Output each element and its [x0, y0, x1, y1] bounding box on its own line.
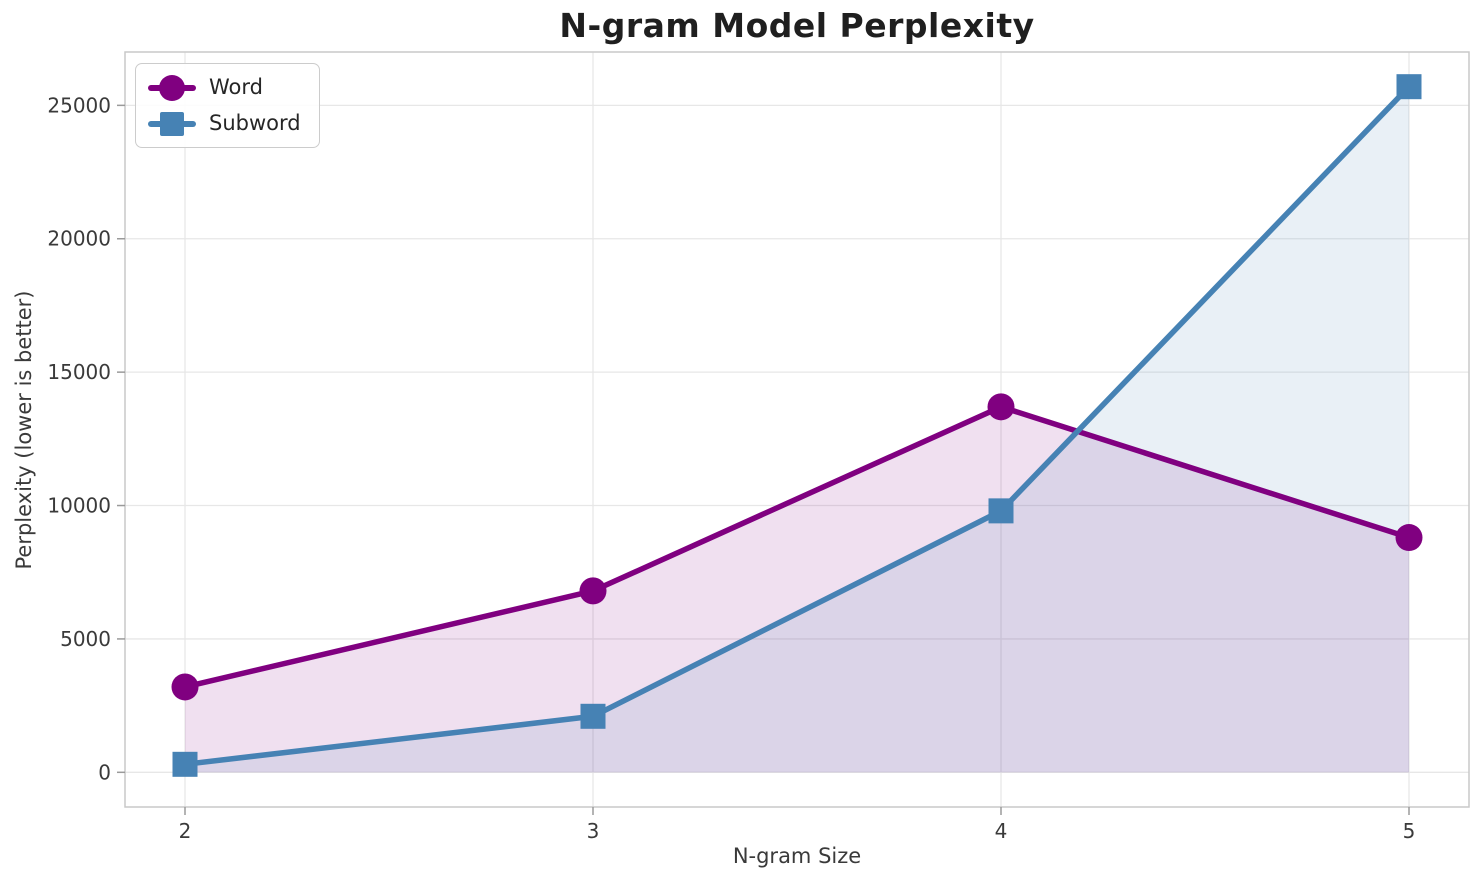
series-subword-fill	[185, 86, 1409, 773]
word-series-marker-icon	[148, 72, 196, 103]
legend-label-word: Word	[209, 75, 263, 99]
chart-title: N-gram Model Perplexity	[559, 6, 1035, 45]
series-subword-line	[182, 83, 1412, 768]
y-tick-label: 25000	[47, 93, 111, 117]
plot-border	[124, 51, 1470, 808]
series-word-line	[182, 404, 1412, 690]
data-point-subword-3	[580, 703, 606, 729]
data-point-word-3	[579, 577, 607, 605]
legend-item-word: Word	[148, 72, 301, 103]
y-axis-label: Perplexity (lower is better)	[12, 290, 36, 570]
data-point-subword-4	[988, 498, 1014, 524]
x-tick-label: 4	[995, 819, 1008, 843]
y-tick-label: 5000	[60, 627, 111, 651]
legend-item-subword: Subword	[148, 108, 301, 139]
y-tick-label: 15000	[47, 360, 111, 384]
x-tick-label: 3	[587, 819, 600, 843]
data-point-word-2	[171, 673, 199, 701]
data-point-word-4	[987, 393, 1015, 421]
y-tick-label: 20000	[47, 227, 111, 251]
data-point-subword-2	[172, 751, 198, 777]
data-point-word-5	[1395, 524, 1423, 552]
y-tick-label: 0	[98, 760, 111, 784]
x-tick-label: 5	[1403, 819, 1416, 843]
legend-label-subword: Subword	[209, 111, 301, 135]
subword-series-marker-icon	[148, 108, 196, 139]
series-word-fill	[185, 406, 1409, 773]
data-point-subword-5	[1396, 74, 1422, 100]
x-tick-label: 2	[179, 819, 192, 843]
legend: Word Subword	[135, 63, 320, 148]
x-axis-label: N-gram Size	[732, 844, 862, 868]
y-tick-label: 10000	[47, 494, 111, 518]
